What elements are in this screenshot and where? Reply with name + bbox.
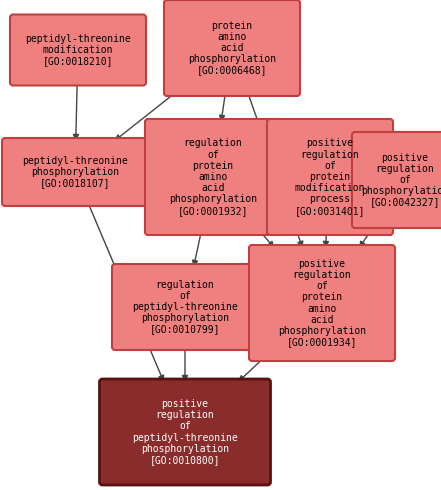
FancyBboxPatch shape — [100, 379, 270, 485]
Text: regulation
of
protein
amino
acid
phosphorylation
[GO:0001932]: regulation of protein amino acid phospho… — [169, 138, 257, 216]
FancyBboxPatch shape — [112, 264, 258, 350]
Text: protein
amino
acid
phosphorylation
[GO:0006468]: protein amino acid phosphorylation [GO:0… — [188, 21, 276, 75]
FancyBboxPatch shape — [249, 245, 395, 361]
Text: positive
regulation
of
protein
amino
acid
phosphorylation
[GO:0001934]: positive regulation of protein amino aci… — [278, 259, 366, 347]
Text: peptidyl-threonine
modification
[GO:0018210]: peptidyl-threonine modification [GO:0018… — [25, 34, 131, 66]
FancyBboxPatch shape — [2, 138, 148, 206]
FancyBboxPatch shape — [267, 119, 393, 235]
Text: positive
regulation
of
peptidyl-threonine
phosphorylation
[GO:0010800]: positive regulation of peptidyl-threonin… — [132, 399, 238, 465]
Text: peptidyl-threonine
phosphorylation
[GO:0018107]: peptidyl-threonine phosphorylation [GO:0… — [22, 156, 128, 188]
Text: positive
regulation
of
protein
modification
process
[GO:0031401]: positive regulation of protein modificat… — [295, 138, 365, 216]
FancyBboxPatch shape — [352, 132, 441, 228]
Text: positive
regulation
of
phosphorylation
[GO:0042327]: positive regulation of phosphorylation [… — [361, 152, 441, 207]
Text: regulation
of
peptidyl-threonine
phosphorylation
[GO:0010799]: regulation of peptidyl-threonine phospho… — [132, 280, 238, 334]
FancyBboxPatch shape — [10, 15, 146, 85]
FancyBboxPatch shape — [164, 0, 300, 96]
FancyBboxPatch shape — [145, 119, 281, 235]
